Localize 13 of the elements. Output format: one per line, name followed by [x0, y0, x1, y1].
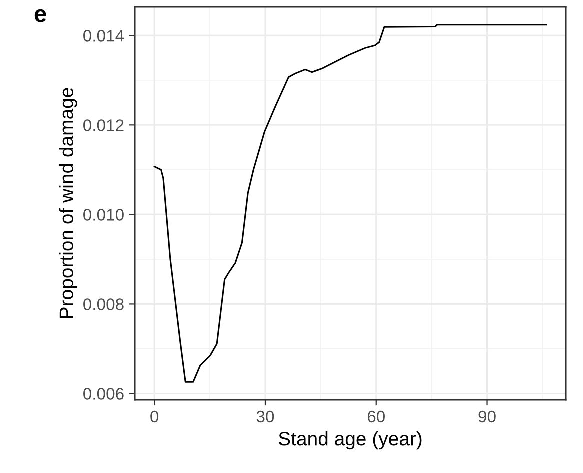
- x-axis-title: Stand age (year): [278, 432, 422, 450]
- y-tick-label: 0.008: [84, 298, 124, 310]
- y-tick-label: 0.012: [84, 120, 124, 132]
- y-axis-title: Proportion of wind damage: [59, 88, 78, 318]
- y-tick-label: 0.010: [84, 209, 124, 221]
- line-series: [154, 24, 548, 383]
- y-tick-label: 0.006: [84, 388, 124, 400]
- x-tick-label: 90: [478, 410, 496, 423]
- y-tick-label: 0.014: [84, 30, 124, 42]
- text: e: [34, 9, 46, 22]
- x-tick-label: 30: [256, 410, 274, 423]
- x-tick-label: 0: [150, 410, 159, 423]
- x-tick-label: 60: [368, 410, 385, 423]
